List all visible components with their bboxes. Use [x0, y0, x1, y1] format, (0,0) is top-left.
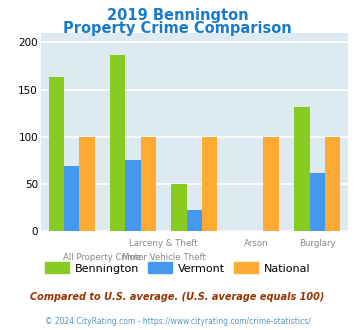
- Bar: [79, 137, 94, 231]
- Bar: [125, 160, 141, 231]
- Text: Compared to U.S. average. (U.S. average equals 100): Compared to U.S. average. (U.S. average …: [30, 292, 325, 302]
- Text: Motor Vehicle Theft: Motor Vehicle Theft: [122, 253, 206, 262]
- Bar: [294, 108, 310, 231]
- Text: © 2024 CityRating.com - https://www.cityrating.com/crime-statistics/: © 2024 CityRating.com - https://www.city…: [45, 317, 310, 326]
- Text: 2019 Bennington: 2019 Bennington: [107, 8, 248, 23]
- Bar: [64, 166, 79, 231]
- Bar: [110, 55, 125, 231]
- Text: Burglary: Burglary: [299, 239, 335, 248]
- Bar: [187, 210, 202, 231]
- Bar: [49, 77, 64, 231]
- Text: All Property Crime: All Property Crime: [63, 253, 141, 262]
- Bar: [202, 137, 217, 231]
- Bar: [325, 137, 340, 231]
- Legend: Bennington, Vermont, National: Bennington, Vermont, National: [40, 258, 315, 278]
- Bar: [310, 174, 325, 231]
- Text: Arson: Arson: [244, 239, 268, 248]
- Text: Larceny & Theft: Larceny & Theft: [129, 239, 198, 248]
- Bar: [171, 184, 187, 231]
- Text: Property Crime Comparison: Property Crime Comparison: [63, 21, 292, 36]
- Bar: [141, 137, 156, 231]
- Bar: [263, 137, 279, 231]
